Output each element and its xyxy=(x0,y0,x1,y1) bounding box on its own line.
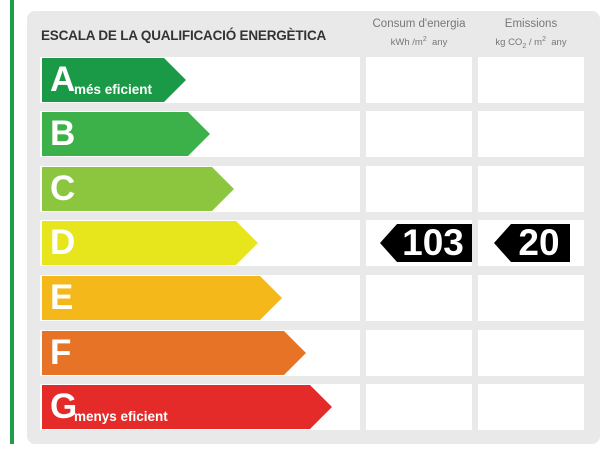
scale-title: ESCALA DE LA QUALIFICACIÓ ENERGÈTICA xyxy=(41,28,327,43)
consum-column-header: Consum d'energia kWh /m2 any xyxy=(365,16,473,51)
rating-note: menys eficient xyxy=(74,409,168,424)
rating-letter: D xyxy=(50,223,76,262)
rating-note: més eficient xyxy=(74,82,153,97)
consum-value-tag: 103 xyxy=(380,224,472,262)
consum-value-tag-text: 103 xyxy=(402,222,464,263)
consum-cell xyxy=(366,384,472,430)
rating-letter: G xyxy=(50,387,78,426)
rating-arrow-f: F xyxy=(42,331,306,375)
consum-cell xyxy=(366,275,472,321)
rating-row-f: F xyxy=(0,330,600,376)
emissions-column-label: Emissions xyxy=(504,18,558,30)
rating-arrow-c: C xyxy=(42,167,234,211)
rating-arrow-e: E xyxy=(42,276,282,320)
rating-row-e: E xyxy=(0,275,600,321)
consum-column-label: Consum d'energia xyxy=(372,18,466,30)
rating-arrow-d: D xyxy=(42,221,258,265)
frame-green-line xyxy=(10,0,14,444)
rating-letter: B xyxy=(50,114,76,153)
rating-letter: F xyxy=(50,333,72,372)
consum-cell xyxy=(366,330,472,376)
emissions-cell xyxy=(478,111,584,157)
emissions-column-unit: kg CO2 / m2 any xyxy=(495,36,567,51)
consum-column-unit: kWh /m2 any xyxy=(390,36,448,49)
emissions-cell xyxy=(478,166,584,212)
rating-row-d: D 103 20 xyxy=(0,220,600,266)
rating-row-b: B xyxy=(0,111,600,157)
emissions-cell xyxy=(478,384,584,430)
rating-letter: E xyxy=(50,278,74,317)
consum-cell xyxy=(366,166,472,212)
rating-row-c: C xyxy=(0,166,600,212)
rating-letter: A xyxy=(50,60,76,99)
emissions-value-tag-text: 20 xyxy=(518,222,560,263)
rating-letter: C xyxy=(50,169,76,208)
emissions-column-header: Emissions kg CO2 / m2 any xyxy=(477,16,585,55)
consum-cell xyxy=(366,111,472,157)
emissions-cell xyxy=(478,57,584,103)
emissions-value-tag: 20 xyxy=(494,224,570,262)
emissions-cell xyxy=(478,330,584,376)
rating-arrow-b: B xyxy=(42,112,210,156)
emissions-cell xyxy=(478,275,584,321)
consum-cell xyxy=(366,57,472,103)
